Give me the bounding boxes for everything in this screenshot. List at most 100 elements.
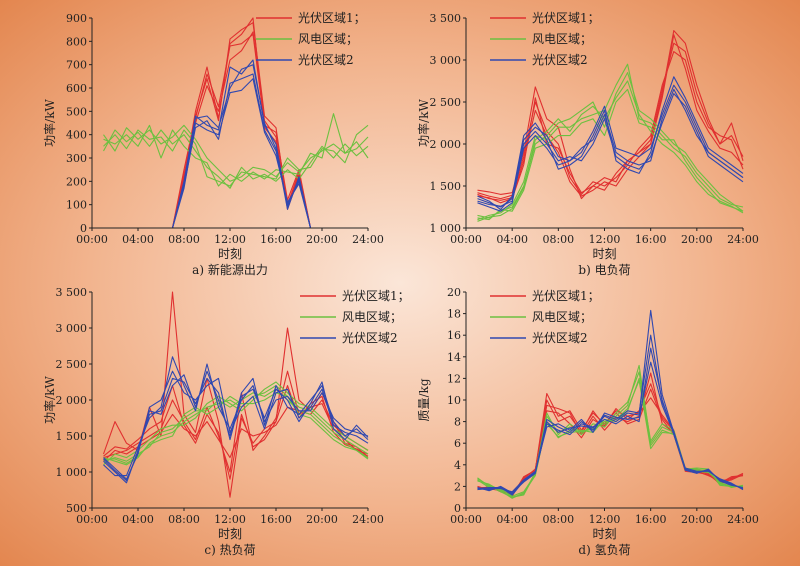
y-tick-label: 1 500	[430, 180, 462, 193]
series-line-2-5	[477, 72, 744, 219]
series-line-4-1	[477, 392, 744, 496]
y-tick-label: 2	[454, 480, 461, 493]
series-line-1-9	[103, 59, 368, 229]
panel-caption: c) 热负荷	[204, 543, 255, 557]
y-tick-label: 200	[66, 175, 87, 188]
x-tick-label: 04:00	[496, 513, 528, 526]
chart-panel-1: 00:00 04:00 08:00 12:00 16:00 20:00 24:00 0 100 2…	[42, 11, 384, 277]
series-line-2-8	[477, 80, 744, 222]
series-line-1-1	[103, 17, 368, 229]
y-tick-label: 1 000	[56, 466, 88, 479]
legend-label: 光伏区域1；	[342, 289, 410, 303]
y-tick-label: 700	[66, 59, 87, 72]
y-tick-label: 500	[66, 502, 87, 515]
series-line-3-12	[103, 377, 369, 482]
y-tick-label: 4	[454, 459, 461, 472]
x-tick-label: 12:00	[589, 513, 621, 526]
series-line-2-12	[477, 88, 744, 207]
x-tick-label: 04:00	[122, 233, 154, 246]
legend-label: 风电区域；	[298, 32, 358, 46]
y-tick-label: 3 000	[430, 54, 462, 67]
y-tick-label: 400	[66, 129, 87, 142]
x-tick-label: 00:00	[450, 233, 482, 246]
series-line-4-7	[477, 371, 744, 498]
x-tick-label: 04:00	[122, 513, 154, 526]
y-tick-label: 900	[66, 12, 87, 25]
x-tick-label: 16:00	[260, 513, 292, 526]
x-tick-label: 20:00	[681, 233, 713, 246]
series-line-4-8	[477, 380, 743, 497]
y-tick-label: 8	[454, 416, 461, 429]
x-axis-label: 时刻	[218, 527, 242, 541]
series-line-2-6	[477, 63, 744, 221]
y-tick-label: 16	[447, 329, 461, 342]
series-line-3-1	[102, 291, 369, 498]
x-tick-label: 24:00	[727, 513, 759, 526]
x-tick-label: 08:00	[168, 233, 200, 246]
series-line-1-7	[103, 113, 369, 187]
series-line-3-8	[103, 392, 369, 464]
y-tick-label: 20	[447, 286, 461, 299]
x-tick-label: 24:00	[352, 233, 384, 246]
x-tick-label: 24:00	[352, 513, 384, 526]
x-tick-label: 16:00	[260, 233, 292, 246]
y-tick-label: 18	[447, 308, 461, 321]
y-tick-label: 6	[454, 437, 461, 450]
y-tick-label: 600	[66, 82, 87, 95]
series-line-3-11	[103, 356, 369, 477]
y-tick-label: 2 500	[56, 358, 88, 371]
panel-caption: b) 电负荷	[578, 263, 630, 277]
x-tick-label: 20:00	[306, 233, 338, 246]
legend-label: 光伏区域2	[532, 331, 588, 345]
series-line-3-7	[103, 381, 369, 466]
series-line-1-10	[103, 73, 368, 229]
series-line-4-11	[477, 361, 744, 493]
y-axis-label: 功率/kW	[42, 99, 57, 147]
chart-panel-3: 00:00 04:00 08:00 12:00 16:00 20:00 24:00 500 1 …	[42, 286, 410, 557]
x-tick-label: 00:00	[450, 513, 482, 526]
y-tick-label: 0	[80, 222, 87, 235]
y-tick-label: 2 000	[430, 138, 462, 151]
x-tick-label: 12:00	[589, 233, 621, 246]
x-tick-label: 00:00	[76, 233, 108, 246]
y-tick-label: 300	[66, 152, 87, 165]
y-tick-label: 3 500	[430, 12, 462, 25]
x-tick-label: 20:00	[681, 513, 713, 526]
y-tick-label: 0	[454, 502, 461, 515]
x-tick-label: 08:00	[168, 513, 200, 526]
series-line-3-10	[103, 370, 369, 480]
x-tick-label: 16:00	[635, 513, 667, 526]
legend-label: 风电区域；	[532, 32, 592, 46]
y-axis-label: 质量/kg	[417, 378, 431, 421]
x-tick-label: 08:00	[542, 233, 574, 246]
series-line-4-5	[477, 364, 743, 498]
x-tick-label: 16:00	[635, 233, 667, 246]
series-line-2-9	[477, 84, 744, 208]
chart-panel-4: 00:00 04:00 08:00 12:00 16:00 20:00 24:00 0 2 4 6 8…	[417, 286, 759, 557]
series-line-4-6	[477, 377, 744, 499]
series-line-4-3	[477, 388, 744, 495]
x-tick-label: 12:00	[214, 513, 246, 526]
y-tick-label: 14	[447, 351, 461, 364]
y-tick-label: 1 500	[56, 430, 88, 443]
series-line-4-4	[477, 383, 744, 497]
legend-label: 光伏区域2	[298, 53, 354, 67]
x-axis-label: 时刻	[592, 247, 616, 261]
x-axis-label: 时刻	[592, 527, 616, 541]
series-line-1-8	[103, 124, 369, 187]
y-axis-label: 功率/kW	[42, 376, 57, 424]
y-tick-label: 12	[447, 372, 461, 385]
x-tick-label: 00:00	[76, 513, 108, 526]
legend-label: 光伏区域1；	[298, 11, 366, 25]
legend-label: 风电区域；	[532, 310, 592, 324]
y-tick-label: 3 500	[56, 286, 88, 299]
series-line-2-7	[477, 88, 744, 221]
legend-label: 光伏区域2	[532, 53, 588, 67]
y-tick-label: 500	[66, 105, 87, 118]
panel-caption: a) 新能源出力	[192, 262, 268, 277]
series-line-2-3	[477, 34, 744, 201]
y-tick-label: 10	[447, 394, 461, 407]
legend-label: 光伏区域1；	[532, 11, 600, 25]
y-tick-label: 2 000	[56, 394, 88, 407]
